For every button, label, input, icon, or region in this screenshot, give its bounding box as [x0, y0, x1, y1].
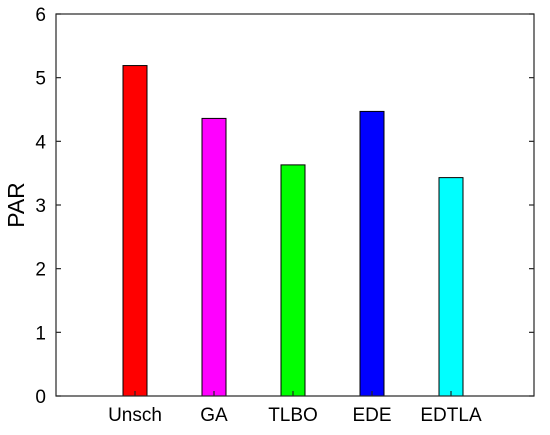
y-tick-label: 0 [35, 387, 46, 408]
x-axis-ticks: Unsch GA TLBO EDE EDTLA [108, 391, 482, 426]
x-tick-label: EDE [352, 405, 391, 426]
y-tick-label: 4 [35, 132, 46, 153]
y-tick-label: 6 [35, 5, 46, 26]
x-tick-label: TLBO [268, 405, 318, 426]
x-tick-label: GA [200, 405, 228, 426]
y-axis-ticks: 0 1 2 3 4 5 6 [35, 5, 534, 408]
y-axis-label: PAR [3, 182, 29, 228]
x-tick-label: EDTLA [420, 405, 482, 426]
bar-edtla [438, 177, 464, 397]
bar-ga [201, 117, 227, 397]
bar-unsch [122, 65, 148, 397]
bars-group [122, 65, 464, 397]
bar-ede [359, 110, 385, 397]
y-tick-label: 2 [35, 260, 46, 281]
y-tick-label: 3 [35, 196, 46, 217]
y-tick-label: 5 [35, 69, 46, 90]
y-tick-label: 1 [35, 323, 46, 344]
bar-tlbo [280, 164, 306, 397]
x-tick-label: Unsch [108, 405, 162, 426]
